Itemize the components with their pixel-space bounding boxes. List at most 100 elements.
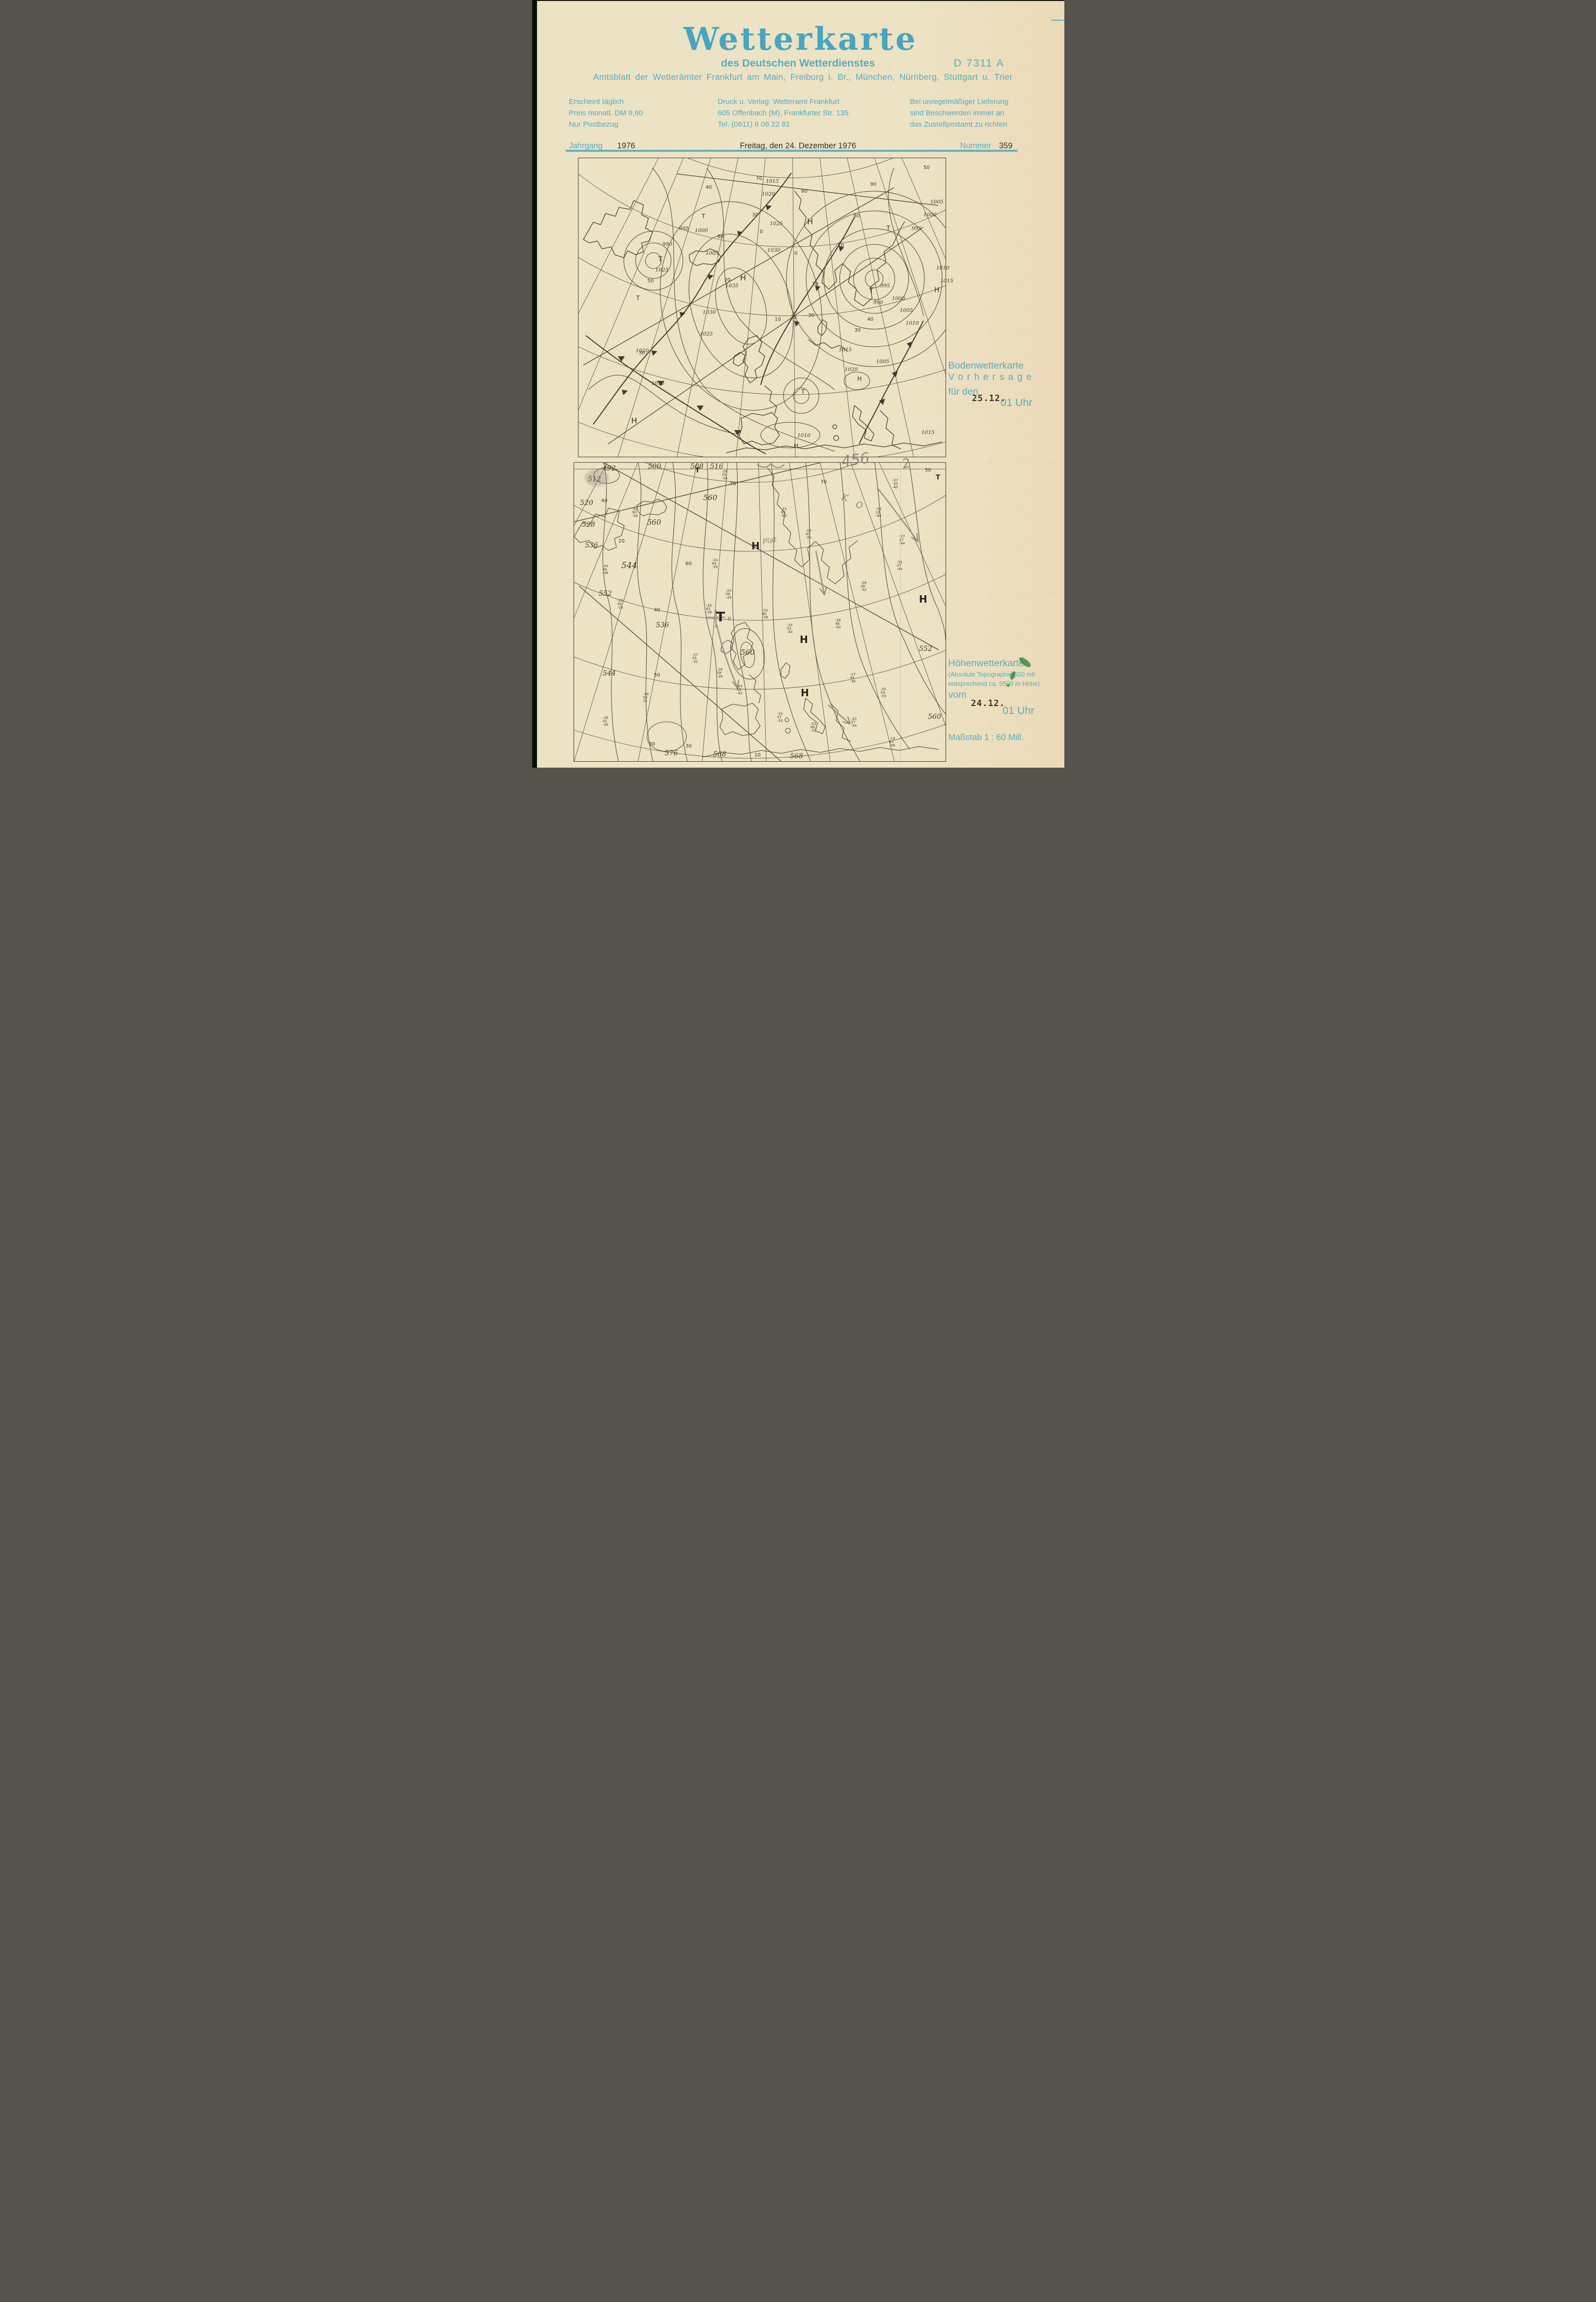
svg-text:1030: 1030 (703, 309, 716, 315)
svg-text:1005: 1005 (900, 307, 913, 313)
svg-text:1005: 1005 (706, 250, 719, 256)
svg-text:1025: 1025 (700, 331, 713, 337)
svg-text:536: 536 (656, 621, 669, 629)
svg-text:576: 576 (665, 749, 678, 757)
svg-text:20: 20 (618, 539, 625, 544)
map2-vom: vom (948, 689, 967, 700)
map1-fuer-den: für den (948, 386, 979, 397)
svg-text:1000: 1000 (695, 228, 708, 234)
info-line: Erscheint täglich (569, 98, 624, 106)
svg-text:O: O (856, 500, 863, 510)
svg-text:30: 30 (649, 742, 655, 747)
svg-text:30: 30 (808, 313, 815, 318)
svg-text:T: T (886, 225, 890, 232)
svg-text:1035: 1035 (725, 283, 739, 289)
header-rule (565, 150, 1018, 152)
svg-text:1020: 1020 (636, 348, 649, 354)
svg-text:H: H (857, 375, 862, 382)
svg-text:2: 2 (900, 456, 912, 472)
svg-text:H: H (631, 416, 637, 425)
svg-text:516: 516 (710, 463, 723, 471)
svg-text:H: H (751, 540, 760, 552)
svg-text:T: T (716, 609, 725, 625)
height-centers: H H H H T T T (695, 467, 940, 699)
svg-text:990: 990 (873, 300, 883, 305)
svg-text:10: 10 (812, 281, 818, 287)
svg-text:70: 70 (820, 479, 827, 485)
svg-text:50: 50 (925, 468, 931, 473)
svg-text:T: T (701, 213, 706, 220)
svg-text:60: 60 (717, 234, 724, 239)
svg-text:492: 492 (602, 465, 616, 473)
svg-text:50: 50 (923, 165, 930, 170)
map2-date-stamp: 24.12. (971, 699, 1005, 709)
svg-text:H: H (801, 687, 809, 699)
graticule-labels: 40 60 70 70 0 10 30 30 50 20 40 50 (601, 468, 931, 758)
amtsblatt-line: Amtsblatt der Wetterämter Frankfurt am M… (593, 72, 1013, 82)
publication-info-column: Erscheint täglich Preis monatl. DM 9,60 … (569, 97, 643, 130)
svg-text:T: T (636, 295, 640, 302)
svg-text:20: 20 (724, 277, 731, 283)
svg-text:456: 456 (840, 449, 871, 471)
page-title: Wetterkarte (683, 21, 917, 58)
svg-text:544: 544 (621, 561, 637, 571)
svg-text:90: 90 (870, 182, 877, 187)
map2-time: 01 Uhr (1002, 705, 1035, 716)
map1-title: Bodenwetterkarte (948, 360, 1024, 371)
svg-text:1010: 1010 (936, 265, 950, 271)
info-line: das Zustellpostamt zu richten (910, 120, 1008, 129)
svg-text:560: 560 (703, 493, 717, 502)
svg-text:560: 560 (647, 518, 661, 527)
svg-text:T: T (936, 474, 940, 481)
pressure-centers: T H H T H T H H T H T T (631, 213, 940, 449)
surface-weather-map: 1015 1020 1025 1030 1035 1030 1025 1020 1015 1005… (577, 158, 953, 457)
info-line: sind Beschwerden immer an (910, 108, 1005, 117)
svg-text:995: 995 (679, 226, 689, 232)
svg-text:40: 40 (654, 608, 660, 613)
svg-text:1030: 1030 (767, 247, 781, 253)
svg-text:1005: 1005 (876, 359, 889, 365)
svg-text:0: 0 (760, 229, 763, 235)
svg-text:1015: 1015 (921, 430, 935, 436)
upper-air-map: 492 500 508 516 512 520 528 536 544 552 560 560 536 5… (573, 449, 946, 762)
delivery-info-column: Bei unregelmäßiger Lieferung sind Beschw… (910, 97, 1009, 130)
isobars (588, 168, 946, 452)
nummer-value: 359 (999, 141, 1013, 150)
surface-map-drawing: 1015102010251030103510301025102010151005… (578, 158, 953, 457)
info-line: Tel. (0611) 8 06 22 81 (717, 120, 790, 129)
svg-text:10: 10 (775, 317, 781, 322)
section-lines (583, 173, 938, 444)
svg-text:-37-35-40: -37 -35 -40 (892, 478, 898, 489)
svg-text:30: 30 (854, 328, 861, 333)
teal-edge-mark (1051, 20, 1064, 21)
svg-text:560: 560 (928, 713, 941, 721)
svg-text:H: H (740, 273, 746, 282)
svg-text:T: T (658, 256, 663, 264)
svg-text:528: 528 (582, 521, 595, 529)
scanned-weather-bulletin-page: Wetterkarte des Deutschen Wetterdienstes… (532, 0, 1064, 768)
issue-date: Freitag, den 24. Dezember 1976 (740, 141, 856, 150)
svg-text:560: 560 (741, 648, 755, 657)
nummer-label: Nummer (960, 141, 991, 150)
svg-text:508: 508 (690, 463, 704, 471)
svg-text:1015: 1015 (839, 347, 852, 353)
coastlines (574, 467, 939, 758)
svg-text:1010: 1010 (797, 433, 811, 439)
svg-text:60: 60 (801, 189, 808, 194)
svg-text:1020: 1020 (845, 367, 858, 372)
svg-text:995: 995 (880, 283, 890, 289)
svg-text:Plat: Plat (762, 535, 778, 546)
